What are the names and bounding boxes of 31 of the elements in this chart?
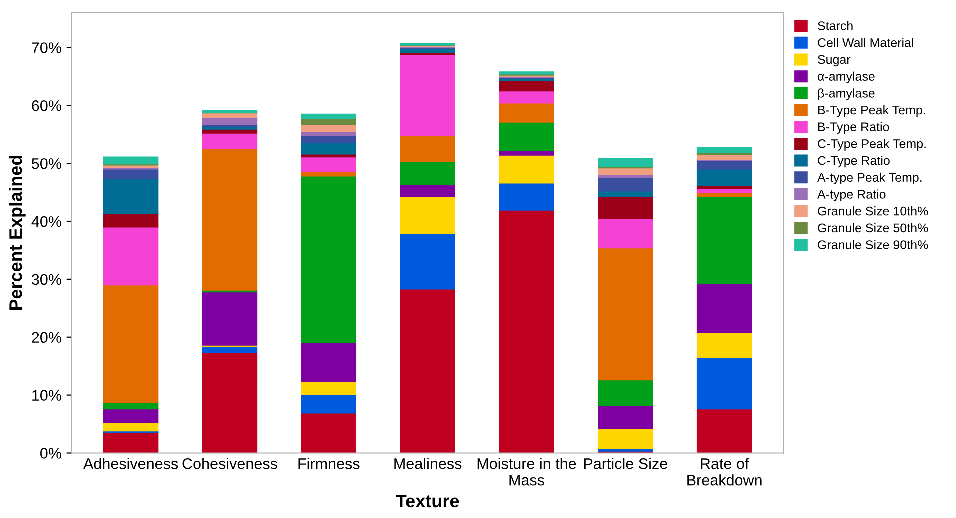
y-tick-label: 50% <box>32 158 62 170</box>
legend-label: α-amylase <box>818 72 875 84</box>
legend-label: C-Type Ratio <box>818 156 890 168</box>
x-tick-label: Mealiness <box>394 458 462 470</box>
y-tick-label: 0% <box>40 448 62 459</box>
x-tick-label: Moisture in the Mass <box>478 458 576 486</box>
y-tick-label: 30% <box>32 274 62 286</box>
y-tick-label: 10% <box>32 390 62 401</box>
y-axis-title: Percent Explained <box>9 156 26 310</box>
legend-label: Granule Size 90th% <box>818 240 928 250</box>
x-axis-title: Texture <box>396 495 460 508</box>
legend-label: C-Type Peak Temp. <box>818 139 926 151</box>
legend-label: B-Type Peak Temp. <box>818 105 926 118</box>
y-tick-label: 20% <box>32 332 62 344</box>
legend-label: A-type Ratio <box>818 190 886 202</box>
y-tick-label: 40% <box>32 216 62 228</box>
legend-label: Cell Wall Material <box>818 38 914 48</box>
x-tick-label: Firmness <box>298 458 360 470</box>
legend-label: A-type Peak Temp. <box>818 172 922 185</box>
legend-label: Sugar <box>818 55 851 67</box>
legend-label: Granule Size 10th% <box>818 206 928 216</box>
x-tick-label: Cohesiveness <box>182 458 278 470</box>
legend-label: Starch <box>818 21 853 30</box>
x-tick-label: Adhesiveness <box>84 458 178 470</box>
x-tick-label: Rate of Breakdown <box>688 458 762 486</box>
legend-label: Granule Size 50th% <box>818 223 928 233</box>
y-tick-label: 70% <box>32 42 62 54</box>
legend-label: β-amylase <box>818 88 875 100</box>
y-tick-label: 60% <box>32 100 62 112</box>
x-tick-label: Particle Size <box>584 458 668 470</box>
legend-label: B-Type Ratio <box>818 122 890 134</box>
